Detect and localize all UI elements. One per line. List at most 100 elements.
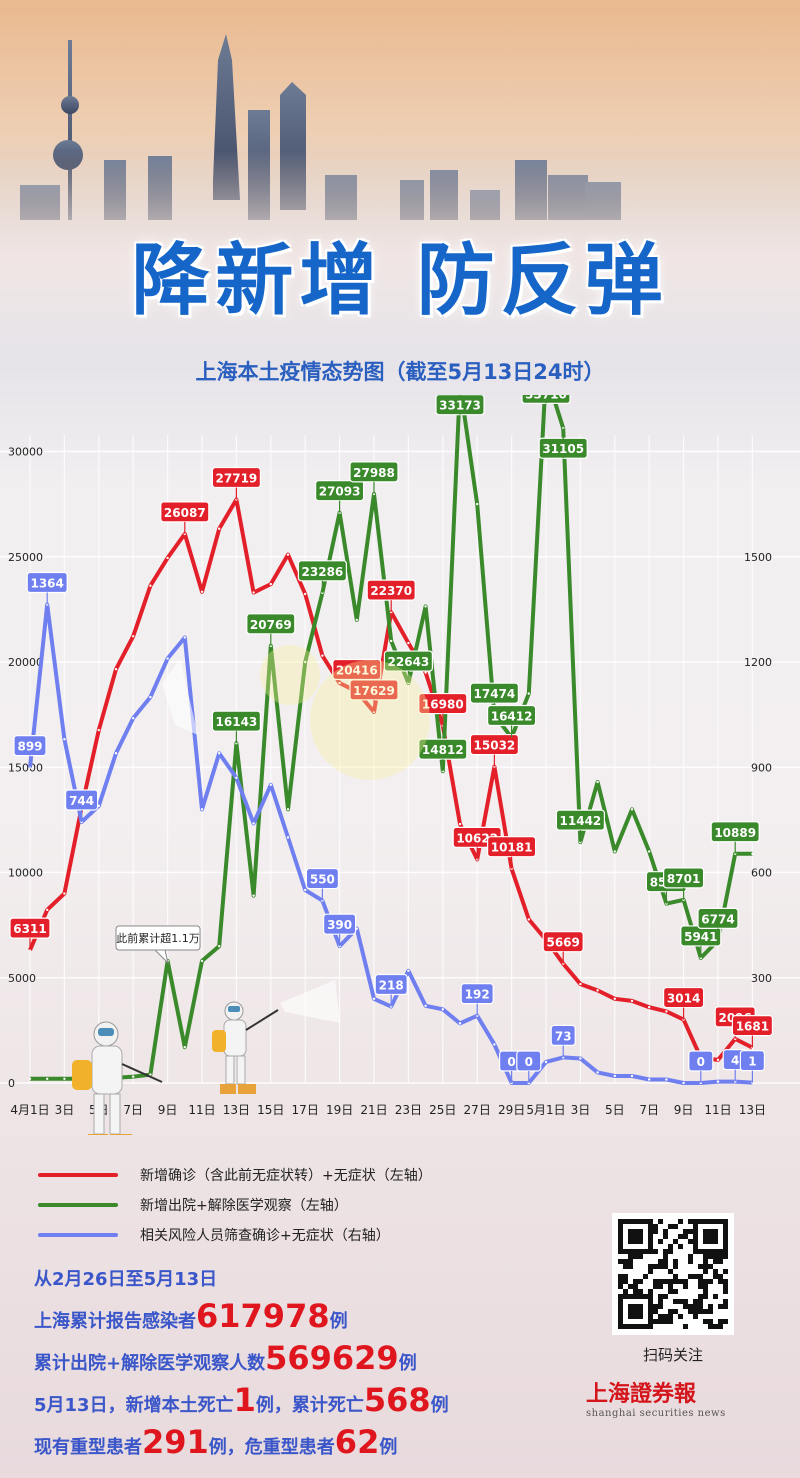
data-label: 17629	[353, 684, 395, 698]
qr-module	[633, 1284, 638, 1289]
data-label: 73	[555, 1029, 572, 1043]
series-point	[114, 667, 118, 671]
data-label: 26087	[164, 506, 206, 520]
qr-module	[688, 1274, 693, 1279]
x-axis: 4月1日 3日 5日 7日 9日 11日 13日 15日 17日 19日 21日 23日 25日 27日 2…	[10, 1103, 766, 1117]
qr-module	[653, 1224, 658, 1229]
left-axis-tick-label: 15000	[8, 761, 43, 774]
stats-label: 5月13日，新增本土死亡	[34, 1395, 234, 1416]
data-label: 0	[697, 1055, 705, 1069]
data-label: 3014	[667, 992, 700, 1006]
chart-subtitle: 上海本土疫情态势图（截至5月13日24时）	[195, 360, 605, 384]
right-axis: 300 600 900 1200 1500	[744, 551, 772, 985]
series-point	[63, 1077, 66, 1080]
qr-module	[628, 1254, 633, 1259]
qr-module	[673, 1309, 678, 1314]
publisher-logo: 上海證券報 shanghai securities news	[586, 1376, 766, 1420]
series-point	[218, 944, 221, 948]
data-label-bg	[211, 466, 261, 489]
data-label: 10181	[491, 841, 533, 855]
stats-number: 291	[142, 1423, 209, 1461]
x-axis-tick-label: 13日	[739, 1103, 766, 1117]
qr-module	[658, 1299, 663, 1304]
qr-module	[683, 1304, 688, 1309]
summary-stats: 从2月26日至5月13日 上海累计报告感染者617978例 累计出院+解除医学观…	[34, 1262, 449, 1466]
qr-module	[723, 1304, 728, 1309]
right-axis-tick-label: 600	[751, 867, 772, 880]
qr-module	[688, 1219, 693, 1224]
qr-module	[618, 1274, 623, 1279]
qr-module	[668, 1314, 673, 1319]
legend-swatch-red	[38, 1173, 118, 1177]
series-point	[596, 989, 599, 992]
data-label: 744	[69, 794, 94, 808]
series-point	[200, 808, 204, 811]
qr-module	[683, 1234, 688, 1239]
legend-label-blue: 相关风险人员筛查确诊+无症状（右轴）	[140, 1228, 390, 1244]
data-label: 218	[379, 979, 404, 993]
data-label-bg	[305, 867, 339, 890]
qr-module	[663, 1254, 668, 1259]
legend-swatch-blue	[38, 1233, 118, 1237]
qr-module	[683, 1279, 688, 1284]
qr-module	[673, 1224, 678, 1229]
data-label-bg	[64, 789, 99, 811]
qr-module	[638, 1289, 643, 1294]
series-point	[424, 605, 427, 608]
qr-module	[648, 1289, 653, 1294]
x-axis-tick-label: 7日	[639, 1103, 659, 1117]
series-point	[562, 427, 565, 430]
stats-deaths: 5月13日，新增本土死亡1例，累计死亡568例	[34, 1382, 449, 1424]
qr-module	[698, 1309, 703, 1314]
shanghai-skyline-image	[0, 34, 800, 360]
qr-module	[663, 1319, 668, 1324]
right-axis-tick-label: 300	[751, 972, 772, 985]
legend-label-red: 新增确诊（含此前无症状转）+无症状（左轴）	[140, 1168, 432, 1184]
stats-total-infections: 上海累计报告感染者617978例	[34, 1298, 449, 1340]
series-point	[458, 822, 462, 826]
qr-module	[678, 1314, 683, 1319]
data-label: 27093	[319, 485, 361, 499]
series-point	[63, 892, 66, 895]
qr-module	[623, 1274, 628, 1279]
legend-item-blue: 相关风险人员筛查确诊+无症状（右轴）	[38, 1220, 432, 1250]
qr-module	[663, 1264, 668, 1269]
qr-module	[668, 1309, 673, 1314]
series-point	[132, 1075, 135, 1078]
x-axis-tick-label: 5日	[605, 1103, 625, 1117]
qr-module	[683, 1284, 688, 1289]
data-label: 8701	[667, 872, 700, 886]
x-axis-tick-label: 3日	[55, 1103, 75, 1117]
qr-module	[628, 1284, 633, 1289]
qr-module	[623, 1279, 628, 1284]
qr-code[interactable]	[612, 1213, 734, 1335]
qr-module	[723, 1254, 728, 1259]
disinfectant-spray	[162, 659, 198, 735]
qr-module	[723, 1299, 728, 1304]
series-point	[665, 1078, 668, 1081]
qr-module	[623, 1259, 628, 1264]
qr-module	[618, 1279, 623, 1284]
series-point	[527, 692, 530, 695]
qr-module	[673, 1264, 678, 1269]
right-axis-tick-label: 1500	[744, 551, 772, 564]
series-point	[441, 1008, 444, 1011]
series-point	[527, 918, 530, 921]
series-point	[390, 639, 393, 643]
series-point	[235, 776, 238, 780]
series-point	[132, 716, 135, 720]
qr-module	[653, 1309, 658, 1314]
stats-label: 上海累计报告感染者	[34, 1311, 196, 1332]
qr-module	[668, 1249, 673, 1254]
qr-module	[673, 1289, 678, 1294]
qr-module	[678, 1219, 683, 1224]
data-label: 27988	[353, 466, 395, 480]
stats-unit: 例	[430, 1395, 449, 1416]
legend-item-green: 新增出院+解除医学观察（左轴）	[38, 1190, 432, 1220]
qr-module	[693, 1299, 698, 1304]
data-label-bg	[26, 571, 68, 594]
qr-module	[678, 1234, 683, 1239]
series-point	[114, 752, 118, 755]
qr-finder	[703, 1229, 718, 1244]
